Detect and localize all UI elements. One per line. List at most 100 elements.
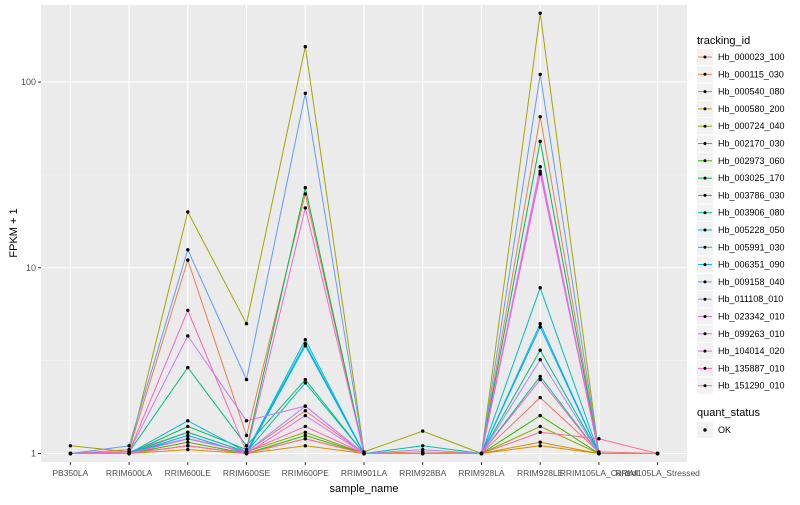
legend-label: Hb_000115_030 [718,69,784,79]
legend-key-point [703,107,707,111]
legend-label: Hb_000540_080 [718,87,785,97]
data-points [68,11,660,456]
legend2-label: OK [718,425,731,435]
data-point [186,308,190,312]
legend2-key-point [703,428,707,432]
data-point [186,365,190,370]
legend-key-point [703,159,707,163]
data-point [303,437,307,441]
x-tick-label: RRIM600LE [165,468,212,478]
legend-label: Hb_151290_010 [718,381,785,391]
legend2-title: quant_status [697,407,760,419]
data-point [538,377,542,382]
data-point [303,424,307,429]
data-point [538,413,542,418]
legend2-items: OK [697,422,731,438]
data-point [127,444,131,448]
data-point [538,430,542,434]
data-point [303,430,307,434]
data-point [538,169,542,174]
data-point [538,424,542,429]
legend-label: Hb_002170_030 [718,139,785,149]
y-axis-title: FPKM + 1 [8,208,20,257]
legend-key-point [703,297,707,301]
data-point [186,447,190,452]
data-point [244,377,249,382]
data-point [244,419,249,423]
legend-key-point [703,72,707,76]
data-point [538,440,542,444]
data-point [186,258,190,262]
data-point [186,424,190,429]
x-tick-label: RRIM600SE [223,468,271,478]
legend: tracking_id Hb_000023_100Hb_000115_030Hb… [697,35,785,438]
data-point [303,444,307,448]
data-point [186,437,190,441]
legend-label: Hb_000023_100 [718,52,785,62]
y-axis: 1 10 100 [21,77,41,459]
x-tick-label: RRIM928BA [399,468,447,478]
data-point [303,413,307,418]
legend-label: Hb_099263_010 [718,329,785,339]
data-point [186,210,190,214]
data-point [538,165,542,169]
data-point [655,451,660,456]
data-point [538,374,542,379]
data-point [127,451,131,456]
data-point [538,444,542,448]
data-point [538,11,542,15]
legend-key-point [703,142,707,145]
y-tick-label: 10 [26,263,36,273]
legend-items: Hb_000023_100 Hb_000115_030 Hb_000540_080 H… [697,49,785,394]
legend-key-point [703,366,707,370]
data-point [186,430,190,434]
x-axis: PB350LA RRIM600LA RRIM600LE RRIM600SE RRIM60… [52,462,700,478]
data-point [421,444,425,448]
data-point [244,451,249,456]
data-point [303,206,307,210]
data-point [303,344,307,348]
legend-label: Hb_003025_170 [718,173,785,183]
legend-label: Hb_006351_090 [718,260,785,270]
data-point [538,348,542,352]
data-point [303,91,307,96]
data-point [244,433,249,438]
data-point [538,72,542,77]
x-tick-label: RRIM928LE [517,468,564,478]
data-point [244,322,249,326]
data-point [303,433,307,438]
legend-label: Hb_005228_050 [718,225,785,235]
legend-key-point [703,228,707,232]
legend-key-point [703,315,707,318]
legend-key-point [703,55,707,59]
legend-key-point [703,90,707,94]
legend-title: tracking_id [697,35,750,47]
legend-label: Hb_005991_030 [718,242,785,252]
data-point [186,440,190,444]
legend-label: Hb_104014_020 [718,346,785,356]
legend-label: Hb_003786_030 [718,190,785,200]
data-point [538,358,542,362]
legend-label: Hb_000724_040 [718,121,785,131]
legend-label: Hb_000580_200 [718,104,785,114]
data-point [244,444,249,448]
data-point [68,444,73,448]
data-point [479,451,484,456]
data-point [538,172,542,176]
data-point [538,325,542,329]
data-point [538,139,542,143]
data-point [303,381,307,385]
legend-label: Hb_011108_010 [718,294,783,304]
data-point [303,192,307,196]
data-point [303,45,307,49]
data-point [68,451,73,456]
x-tick-label: RRIM600PE [282,468,330,478]
data-point [538,115,542,119]
data-point [303,404,307,408]
legend-key-point [703,124,707,128]
data-point [186,433,190,438]
data-point [303,377,307,382]
data-point [303,186,307,190]
data-point [186,444,190,448]
